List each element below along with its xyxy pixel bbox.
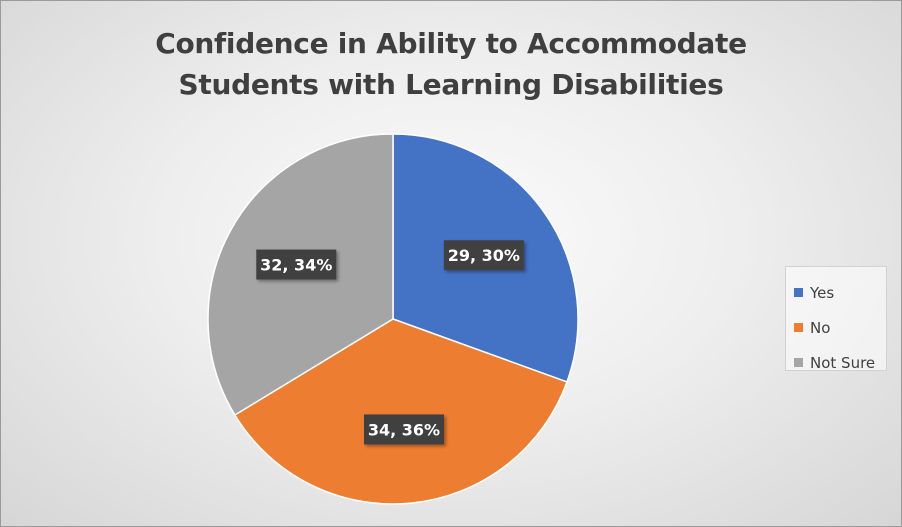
legend-swatch-no	[794, 323, 803, 332]
data-label-box-no	[363, 414, 444, 445]
data-label-not-sure: 32, 34%	[256, 249, 337, 280]
legend-label-no: No	[810, 318, 831, 337]
legend-label-yes: Yes	[810, 283, 835, 302]
legend-swatch-yes	[794, 288, 803, 297]
legend-item-yes: Yes	[786, 275, 886, 310]
data-label-text-yes: 29, 30%	[448, 246, 520, 265]
legend-swatch-not-sure	[794, 358, 803, 367]
data-label-text-not-sure: 32, 34%	[260, 256, 332, 275]
data-label-box-yes	[443, 240, 524, 271]
data-label-box-not-sure	[256, 249, 337, 280]
legend-label-not-sure: Not Sure	[810, 353, 876, 372]
data-label-yes: 29, 30%	[443, 240, 524, 271]
data-label-no: 34, 36%	[363, 414, 444, 445]
chart-legend: Yes No Not Sure	[785, 266, 887, 372]
chart-title-line-2: Students with Learning Disabilities	[178, 68, 724, 101]
data-label-text-no: 34, 36%	[368, 420, 440, 439]
legend-item-not-sure: Not Sure	[786, 345, 886, 380]
chart-title-line-1: Confidence in Ability to Accommodate	[155, 27, 747, 60]
legend-item-no: No	[786, 310, 886, 345]
chart-title: Confidence in Ability to Accommodate Stu…	[1, 23, 901, 105]
